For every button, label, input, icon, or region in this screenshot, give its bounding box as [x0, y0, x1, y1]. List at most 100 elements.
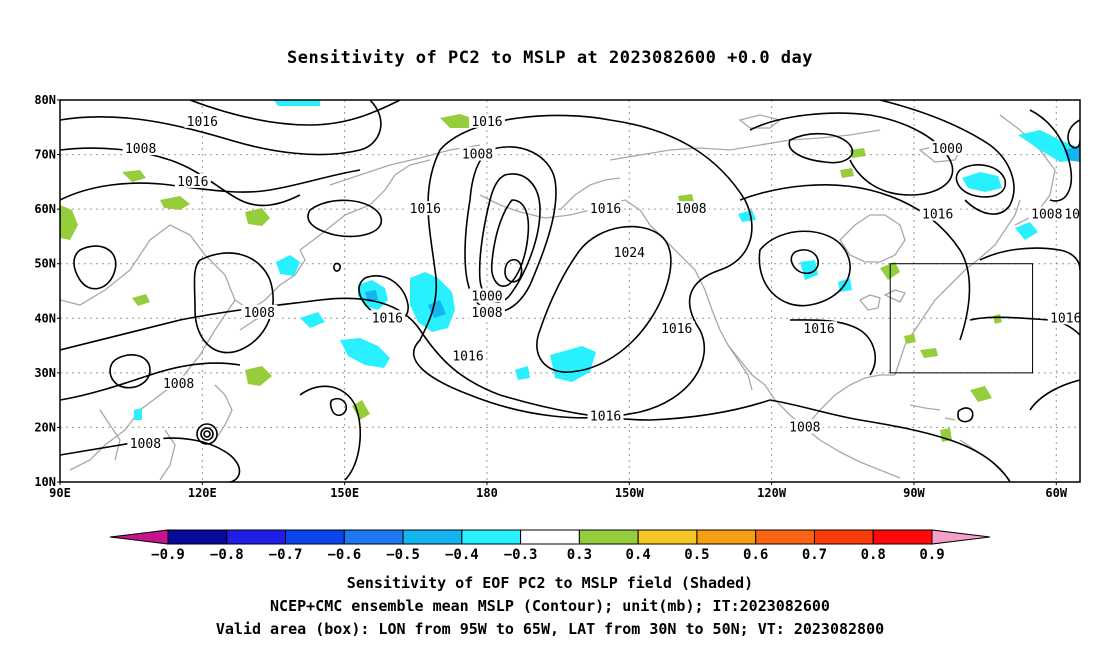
contour-label: 1016 — [922, 208, 953, 223]
contour-label: 1016 — [177, 175, 208, 190]
contour-label: 1016 — [471, 115, 502, 130]
contour-label: 1016 — [1050, 311, 1081, 326]
caption-shading: Sensitivity of EOF PC2 to MSLP field (Sh… — [346, 574, 754, 592]
colorbar-swatch — [520, 529, 580, 545]
colorbar-swatch — [167, 529, 228, 545]
lon-label: 180 — [476, 486, 498, 500]
shaded-sensitivity-areas — [60, 100, 1080, 442]
colorbar-swatch — [637, 529, 698, 545]
colorbar-swatch — [343, 529, 404, 545]
contour-label: 1016 — [661, 322, 692, 337]
colorbar-label: −0.7 — [269, 547, 303, 563]
longitude-labels: 90E 120E 150E 180 150W 120W 90W 60W — [49, 482, 1068, 500]
colorbar-label: −0.6 — [327, 547, 361, 563]
colorbar-swatch — [696, 529, 757, 545]
contour-label-bg — [468, 304, 505, 319]
lon-label: 90W — [903, 486, 925, 500]
colorbar-label: 0.4 — [626, 547, 651, 563]
contour-label-bg — [369, 310, 406, 325]
colorbar-label: −0.9 — [151, 547, 185, 563]
contour-label: 1016 — [590, 410, 621, 425]
contour-label: 1008 — [130, 437, 161, 452]
contour-label: 1016 — [803, 322, 834, 337]
lat-label: 60N — [34, 202, 56, 216]
lat-label: 80N — [34, 93, 56, 107]
contour-label: 1000 — [471, 289, 502, 304]
mslp-contours — [60, 100, 1080, 482]
contour-label-bg — [587, 408, 624, 423]
lat-label: 20N — [34, 420, 56, 434]
contour-label-bg — [468, 288, 505, 303]
contour-label-bg — [929, 141, 966, 156]
contour-label-bg — [160, 375, 197, 390]
contour-label: 1008 — [462, 148, 493, 163]
lat-label: 30N — [34, 366, 56, 380]
caption-valid-area: Valid area (box): LON from 95W to 65W, L… — [215, 620, 885, 638]
colorbar-label: 0.6 — [743, 547, 768, 563]
lat-label: 70N — [34, 148, 56, 162]
lat-label: 10N — [34, 475, 56, 489]
caption-contour: NCEP+CMC ensemble mean MSLP (Contour); u… — [270, 597, 830, 615]
contour-label: 1016 — [187, 115, 218, 130]
contour-label: 1000 — [932, 142, 963, 157]
colorbar: −0.9 −0.8 −0.7 −0.6 −0.5 −0.4 −0.3 0.3 0.4 0.5 0.6… — [109, 529, 991, 563]
valid-area-box — [889, 263, 1034, 374]
colorbar-low-arrow — [109, 529, 169, 545]
contour-label: 1008 — [471, 306, 502, 321]
contour-label-bg — [450, 348, 486, 363]
colorbar-swatch — [872, 529, 933, 545]
lon-label: 90E — [49, 486, 71, 500]
contour-label: 1016 — [590, 202, 621, 217]
lat-label: 50N — [34, 257, 56, 271]
colorbar-swatch — [461, 529, 522, 545]
contour-label-bg — [122, 141, 159, 156]
contour-label-bg — [241, 304, 278, 319]
contour-label: 1016 — [1064, 208, 1095, 223]
contour-label: 1016 — [372, 311, 403, 326]
contour-label-bg — [459, 146, 496, 161]
lon-label: 120W — [757, 486, 787, 500]
colorbar-swatch — [813, 529, 874, 545]
contour-label: 1008 — [1031, 208, 1062, 223]
contour-label-bg — [184, 113, 221, 128]
latitude-labels: 80N 70N 60N 50N 40N 30N 20N 10N — [34, 93, 60, 489]
contour-label: 1008 — [163, 377, 194, 392]
contour-label: 1016 — [410, 202, 441, 217]
contour-label-bg — [1028, 206, 1065, 221]
contour-label-bg — [174, 173, 211, 188]
contour-label: 1008 — [675, 202, 706, 217]
contour-label-bg — [919, 206, 956, 221]
lon-label: 60W — [1045, 486, 1067, 500]
contour-label-bg — [468, 113, 505, 128]
contour-label-bg — [587, 201, 624, 216]
colorbar-label: −0.4 — [445, 547, 479, 563]
contour-label-bg — [658, 321, 695, 336]
colorbar-label: 0.7 — [802, 547, 827, 563]
lon-label: 120E — [188, 486, 217, 500]
map-frame-background — [60, 100, 1080, 482]
colorbar-swatch — [402, 529, 463, 545]
contour-label-bg — [1062, 206, 1080, 221]
colorbar-swatch — [578, 529, 639, 545]
colorbar-label: 0.8 — [861, 547, 886, 563]
contour-label-bg — [127, 435, 164, 450]
colorbar-label: −0.5 — [386, 547, 420, 563]
lat-label: 40N — [34, 311, 56, 325]
colorbar-swatch — [226, 529, 287, 545]
contour-label: 1008 — [789, 420, 820, 435]
chart-title: Sensitivity of PC2 to MSLP at 2023082600… — [286, 48, 813, 68]
contour-label: 1024 — [614, 246, 645, 261]
colorbar-label: −0.8 — [210, 547, 244, 563]
contour-label-bg — [611, 244, 648, 259]
lon-label: 150W — [615, 486, 645, 500]
contour-label-bg — [786, 419, 823, 434]
colorbar-swatch — [285, 529, 345, 545]
colorbar-label: −0.3 — [504, 547, 538, 563]
map-frame — [59, 99, 1081, 483]
contour-label: 1008 — [244, 306, 275, 321]
contour-label-bg — [801, 321, 838, 336]
colorbar-swatch — [755, 529, 815, 545]
